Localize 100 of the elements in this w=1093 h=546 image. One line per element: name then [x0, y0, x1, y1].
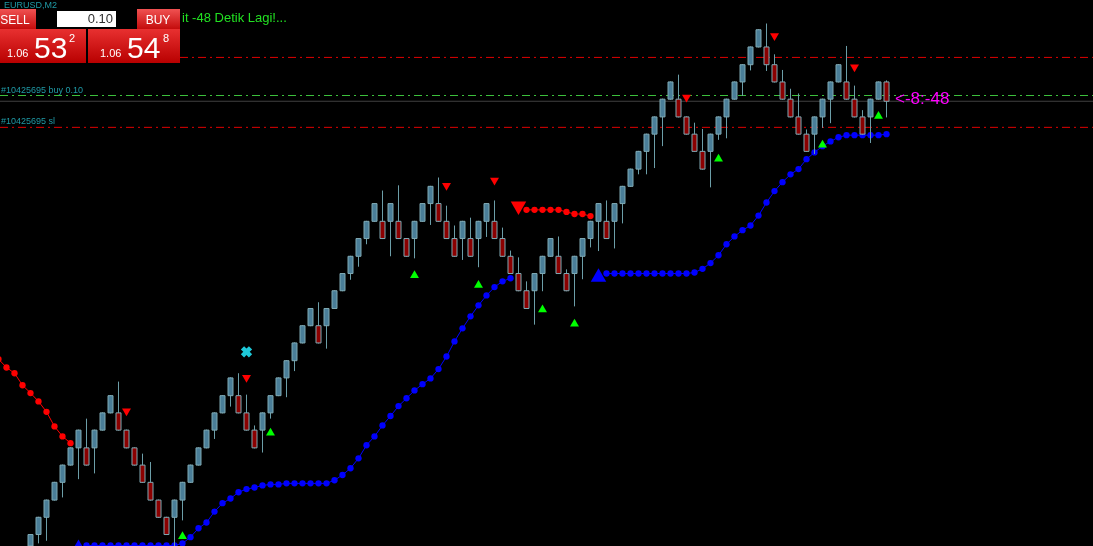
- point: [499, 278, 506, 285]
- point: [363, 442, 370, 449]
- point: [67, 440, 74, 447]
- point: [443, 353, 450, 360]
- point: [883, 130, 890, 138]
- point: [850, 64, 859, 73]
- point: [19, 382, 26, 389]
- point: [651, 270, 658, 277]
- point: [851, 132, 858, 139]
- point: [459, 325, 466, 332]
- point: [491, 283, 498, 291]
- annotation: 2: [69, 32, 76, 44]
- point: [403, 395, 410, 402]
- annotation: 54: [127, 31, 161, 64]
- point: [763, 199, 770, 206]
- point: [835, 134, 842, 141]
- point: [691, 269, 698, 276]
- point: [531, 206, 538, 213]
- text: <-8:-48: [895, 89, 950, 108]
- point: [563, 208, 570, 216]
- point: [251, 484, 258, 491]
- point: [307, 480, 314, 487]
- point: [122, 408, 131, 417]
- point: [195, 525, 202, 532]
- point: [507, 275, 514, 282]
- point: [715, 252, 722, 259]
- point: [779, 179, 786, 186]
- point: [770, 33, 779, 41]
- point: [339, 471, 346, 479]
- point: [347, 465, 354, 472]
- point: [43, 408, 50, 415]
- point: [874, 110, 883, 119]
- point: [291, 480, 298, 487]
- point: [555, 206, 562, 213]
- point: [747, 222, 754, 229]
- point: [787, 171, 794, 178]
- annotation: 8: [163, 32, 170, 44]
- annotation: it -48 Detik Lagi!...: [182, 10, 287, 25]
- annotation: BUY: [145, 13, 171, 27]
- point: [571, 210, 578, 218]
- point: [371, 433, 378, 440]
- point: [275, 481, 282, 488]
- point: [707, 259, 714, 267]
- point: [579, 210, 586, 218]
- point: [299, 480, 306, 487]
- annotation: SELL: [0, 13, 30, 27]
- point: [240, 346, 253, 358]
- point: [11, 370, 18, 377]
- point: [843, 132, 850, 139]
- point: [635, 270, 642, 277]
- point: [723, 241, 730, 248]
- point: [355, 455, 362, 462]
- point: [435, 365, 442, 373]
- point: [259, 482, 266, 489]
- point: [35, 398, 42, 405]
- point: [51, 423, 58, 430]
- point: [771, 187, 778, 195]
- ref-line-label: #10425695 sl: [1, 116, 56, 127]
- point: [627, 270, 634, 277]
- point: [675, 270, 682, 277]
- point: [587, 212, 594, 220]
- point: [315, 480, 322, 487]
- point: [3, 364, 10, 371]
- point: [427, 375, 434, 382]
- point: [875, 132, 882, 139]
- point: [474, 280, 483, 288]
- point: [683, 270, 690, 277]
- point: [283, 480, 290, 487]
- point: [619, 270, 626, 277]
- annotation: 1.06: [100, 47, 122, 59]
- point: [803, 156, 810, 163]
- point: [387, 412, 394, 420]
- point: [27, 389, 34, 397]
- point: [411, 387, 418, 394]
- point: [475, 302, 482, 309]
- point: [227, 495, 234, 502]
- point: [203, 519, 210, 526]
- point: [467, 313, 474, 320]
- point: [795, 165, 802, 173]
- point: [523, 206, 530, 213]
- point: [235, 489, 242, 496]
- point: [483, 292, 490, 299]
- point: [243, 485, 250, 493]
- point: [510, 201, 527, 215]
- point: [611, 270, 618, 277]
- point: [490, 177, 499, 186]
- point: [547, 206, 554, 213]
- point: [643, 270, 650, 277]
- point: [211, 508, 218, 515]
- point: [331, 477, 338, 484]
- point: [442, 182, 451, 191]
- point: [451, 338, 458, 345]
- annotation: 1.06: [7, 47, 29, 59]
- point: [667, 270, 674, 277]
- point: [323, 480, 330, 487]
- point: [395, 402, 402, 410]
- point: [539, 206, 546, 213]
- point: [590, 268, 607, 282]
- point: [179, 540, 186, 546]
- point: [682, 94, 691, 103]
